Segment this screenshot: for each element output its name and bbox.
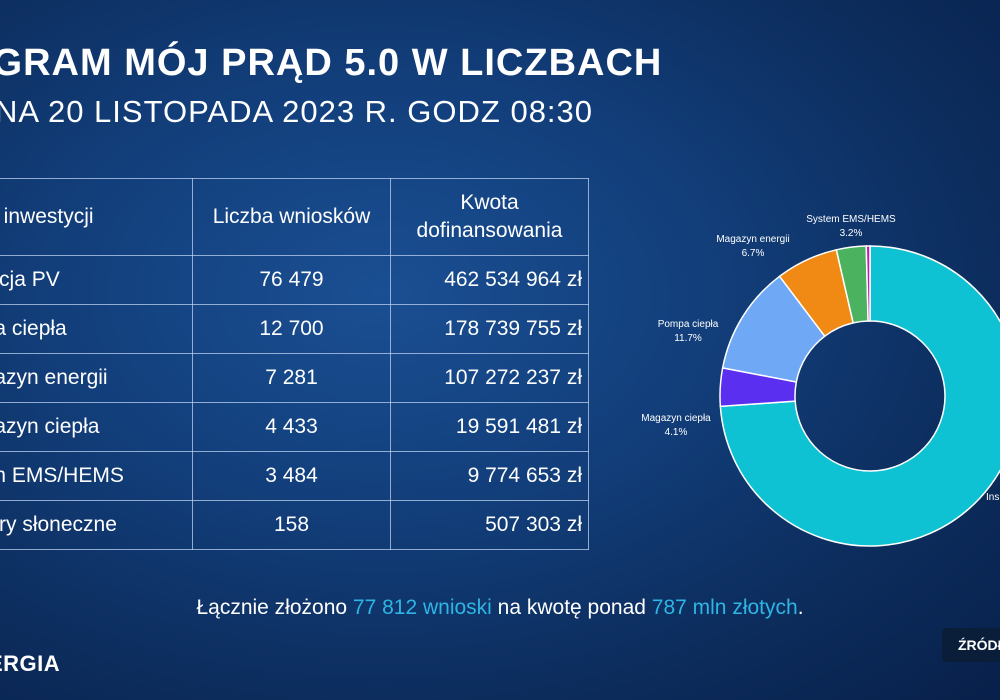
cell-amount: 9 774 653 zł bbox=[390, 451, 589, 501]
total-count: 77 812 wnioski bbox=[352, 596, 492, 619]
cell-type: agazyn energii bbox=[0, 353, 193, 403]
cell-amount: 462 534 964 zł bbox=[390, 255, 589, 305]
donut-slice bbox=[719, 367, 798, 408]
total-suffix: . bbox=[797, 596, 804, 619]
page-title: OGRAM MÓJ PRĄD 5.0 W LICZBACH bbox=[0, 42, 663, 84]
cell-count: 4 433 bbox=[192, 402, 391, 452]
header-funding-line1: Kwota bbox=[460, 191, 519, 214]
header-application-count: Liczba wniosków bbox=[192, 178, 391, 256]
slice-value-label: 6.7% bbox=[742, 248, 765, 259]
slice-label: System EMS/HEMS bbox=[806, 214, 896, 225]
cell-amount: 178 739 755 zł bbox=[390, 304, 589, 354]
donut-slice bbox=[835, 245, 869, 324]
cell-type: tem EMS/HEMS bbox=[0, 451, 193, 501]
cell-count: 12 700 bbox=[192, 304, 391, 354]
cell-type: agazyn ciepła bbox=[0, 402, 193, 452]
table-row: agazyn ciepła 4 433 19 591 481 zł bbox=[0, 402, 589, 452]
header-funding-line2: dofinansowania bbox=[416, 219, 563, 242]
table-row: tem EMS/HEMS 3 484 9 774 653 zł bbox=[0, 451, 589, 501]
cell-amount: 507 303 zł bbox=[390, 500, 589, 550]
cell-count: 7 281 bbox=[192, 353, 391, 403]
total-amount: 787 mln złotych bbox=[651, 596, 798, 619]
table-row: npa ciepła 12 700 178 739 755 zł bbox=[0, 304, 589, 354]
table-header-row: zaj inwestycji Liczba wniosków Kwota dof… bbox=[0, 178, 589, 256]
page-subtitle: N NA 20 LISTOPADA 2023 R. GODZ 08:30 bbox=[0, 94, 594, 129]
cell-amount: 19 591 481 zł bbox=[390, 402, 589, 452]
table-row: agazyn energii 7 281 107 272 237 zł bbox=[0, 353, 589, 403]
investment-table: zaj inwestycji Liczba wniosków Kwota dof… bbox=[0, 178, 589, 550]
slice-label: Ins bbox=[986, 492, 999, 503]
header-funding-amount: Kwota dofinansowania bbox=[390, 178, 589, 256]
slice-label: Magazyn energii bbox=[716, 234, 789, 245]
cell-count: 158 bbox=[192, 500, 391, 550]
brand-logo: ERGIA bbox=[0, 651, 61, 676]
table-row: ktory słoneczne 158 507 303 zł bbox=[0, 500, 589, 550]
slice-value-label: 4.1% bbox=[665, 427, 688, 438]
source-button[interactable]: ŹRÓDŁ bbox=[942, 628, 1000, 662]
donut-slice bbox=[719, 245, 1000, 547]
cell-type: npa ciepła bbox=[0, 304, 193, 354]
cell-amount: 107 272 237 zł bbox=[390, 353, 589, 403]
cell-count: 3 484 bbox=[192, 451, 391, 501]
header-investment-type: zaj inwestycji bbox=[0, 178, 193, 256]
slice-value-label: 3.2% bbox=[840, 228, 863, 239]
cell-type: ktory słoneczne bbox=[0, 500, 193, 550]
table-row: alacja PV 76 479 462 534 964 zł bbox=[0, 255, 589, 305]
donut-slice bbox=[778, 248, 855, 338]
cell-count: 76 479 bbox=[192, 255, 391, 305]
total-prefix: Łącznie złożono bbox=[196, 596, 353, 619]
donut-slice bbox=[721, 275, 826, 383]
slice-label: Pompa ciepła bbox=[658, 319, 719, 330]
total-middle: na kwotę ponad bbox=[491, 596, 652, 619]
total-summary: Łącznie złożono 77 812 wnioski na kwotę … bbox=[0, 596, 1000, 620]
slice-value-label: 11.7% bbox=[674, 333, 702, 344]
cell-type: alacja PV bbox=[0, 255, 193, 305]
slice-label: Magazyn ciepła bbox=[641, 413, 711, 424]
donut-slice bbox=[865, 245, 871, 322]
